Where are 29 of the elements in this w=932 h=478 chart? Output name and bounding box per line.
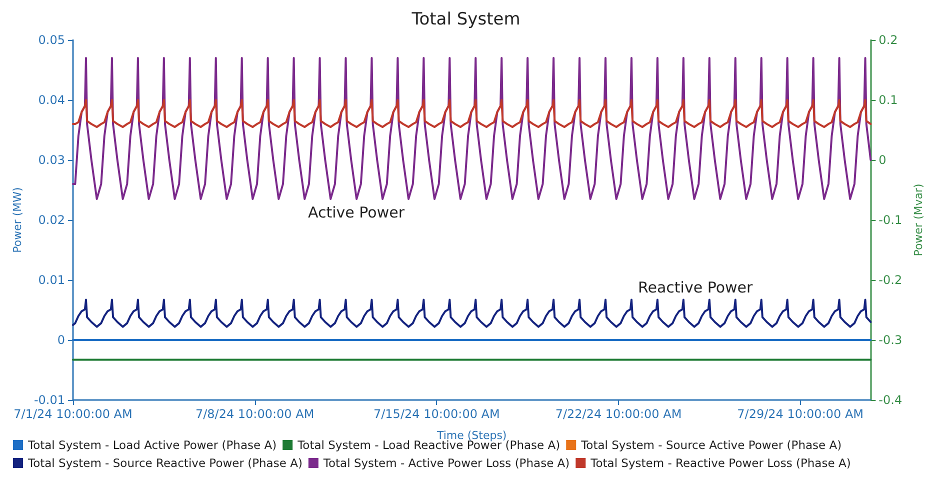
y2-tick-label: 0 <box>878 153 886 167</box>
y2-tick-label: -0.4 <box>878 393 902 407</box>
legend-label: Total System - Reactive Power Loss (Phase A) <box>590 456 851 470</box>
legend-label: Total System - Source Reactive Power (Phase A) <box>27 456 302 470</box>
legend-label: Total System - Load Active Power (Phase A) <box>27 438 277 452</box>
chart-title: Total System <box>410 10 520 30</box>
y2-tick-label: -0.3 <box>878 333 902 347</box>
x-tick-label: 7/8/24 10:00:00 AM <box>195 407 314 421</box>
legend-label: Total System - Source Active Power (Phase A) <box>580 438 842 452</box>
y-tick-label: 0.01 <box>38 273 65 287</box>
annotation: Active Power <box>308 204 406 222</box>
legend-label: Total System - Active Power Loss (Phase A) <box>322 456 570 470</box>
x-tick-label: 7/22/24 10:00:00 AM <box>555 407 682 421</box>
y-tick-label: 0.04 <box>38 93 65 107</box>
y-axis-title: Power (MW) <box>11 187 24 253</box>
x-tick-label: 7/29/24 10:00:00 AM <box>737 407 864 421</box>
x-tick-label: 7/15/24 10:00:00 AM <box>373 407 500 421</box>
y-tick-label: 0.02 <box>38 213 65 227</box>
y2-tick-label: -0.2 <box>878 273 902 287</box>
y2-tick-label: 0.2 <box>878 33 898 47</box>
y-tick-label: -0.01 <box>34 393 65 407</box>
y2-tick-label: -0.1 <box>878 213 902 227</box>
annotation: Reactive Power <box>638 278 754 296</box>
x-tick-label: 7/1/24 10:00:00 AM <box>14 407 132 421</box>
y-tick-label: 0.05 <box>38 33 65 47</box>
y2-tick-label: 0.1 <box>878 93 898 107</box>
y2-axis-title: Power (Mvar) <box>912 184 925 256</box>
y-tick-label: 0 <box>57 333 65 347</box>
y-tick-label: 0.03 <box>38 153 65 167</box>
